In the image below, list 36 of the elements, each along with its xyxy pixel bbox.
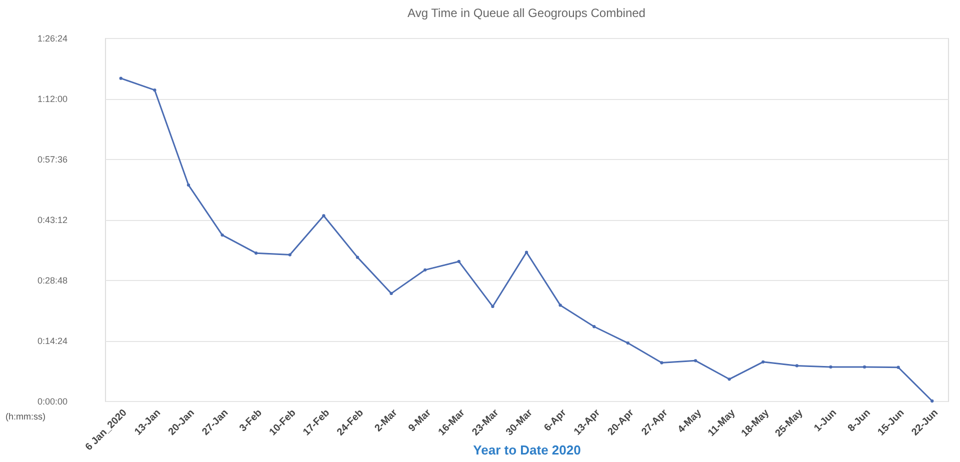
point	[896, 366, 900, 369]
point	[862, 365, 866, 369]
point	[829, 365, 832, 369]
point	[424, 268, 427, 272]
point	[390, 292, 393, 296]
point	[795, 364, 798, 368]
line-series	[119, 76, 934, 403]
y-tick-label: 0:28:48	[37, 276, 68, 286]
point	[762, 360, 765, 364]
point	[491, 304, 494, 308]
y-tick-label: 0:43:12	[37, 215, 68, 225]
y-tick-label: 1:26:24	[37, 34, 68, 44]
y-axis-title: (h:mm:ss)	[6, 412, 46, 422]
y-tick-label: 1:12:00	[37, 94, 68, 104]
y-tick-label: 0:57:36	[37, 154, 68, 164]
point	[592, 325, 596, 328]
point	[626, 341, 630, 345]
y-tick-label: 0:14:24	[37, 336, 68, 346]
point	[322, 214, 326, 218]
point	[660, 361, 664, 364]
chart-title: Avg Time in Queue all Geogroups Combined	[408, 6, 646, 20]
point	[457, 260, 460, 264]
point	[356, 256, 360, 259]
point	[153, 88, 156, 92]
point	[694, 359, 698, 362]
point	[288, 253, 292, 256]
point	[524, 250, 528, 254]
point	[930, 399, 934, 403]
y-tick-label: 0:00:00	[37, 396, 68, 406]
x-axis-title: Year to Date 2020	[473, 442, 581, 458]
point	[254, 252, 258, 255]
point	[728, 378, 731, 381]
point	[220, 233, 224, 237]
point	[119, 76, 122, 80]
point	[558, 304, 562, 307]
point	[186, 183, 190, 187]
